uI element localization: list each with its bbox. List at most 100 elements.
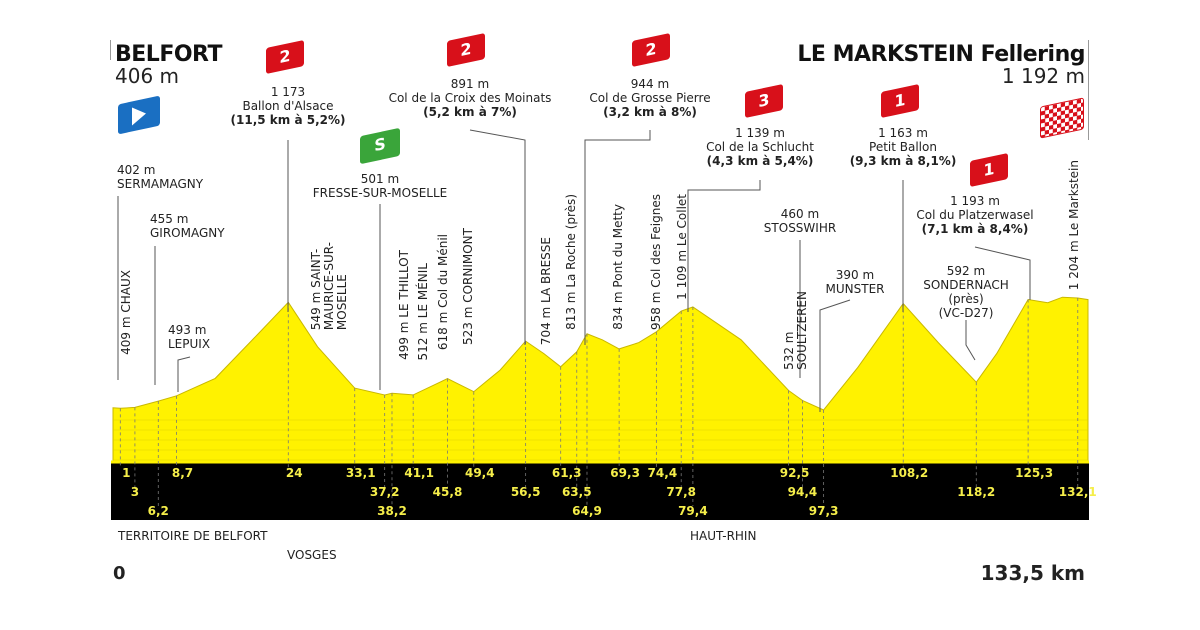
vertical-place-label: 409 m CHAUX (119, 270, 133, 355)
label-line: 512 m LE MÉNIL (416, 262, 430, 360)
finish-city: LE MARKSTEIN Fellering (797, 42, 1085, 67)
km-marker-label: 8,7 (171, 466, 194, 480)
vertical-place-label: 704 m LA BRESSE (539, 237, 553, 345)
label-line: 1 163 m (878, 126, 928, 140)
km-marker-label: 49,4 (464, 466, 495, 480)
start-altitude: 406 m (115, 64, 180, 88)
label-line: Col de Grosse Pierre (589, 91, 711, 105)
label-line: Col du Platzerwasel (916, 208, 1034, 222)
label-line: 501 m (360, 172, 400, 186)
km-marker-label: 125,3 (1015, 466, 1054, 480)
vertical-place-label: 958 m Col des Feignes (649, 194, 663, 330)
label-line: 958 m Col des Feignes (649, 194, 663, 330)
km-marker-label: 38,2 (377, 504, 407, 518)
label-line: (4,3 km à 5,4%) (706, 154, 814, 168)
climb-or-town-label: 1 193 m Col du Platzerwasel (7,1 km à 8,4%… (916, 194, 1033, 236)
km-marker-label: 132,1 (1058, 485, 1097, 499)
km-marker-label: 24 (285, 466, 303, 480)
leader-line (177, 356, 191, 392)
km-marker-label: 79,4 (678, 504, 708, 518)
climb-or-town-label: 455 m GIROMAGNY (150, 212, 225, 240)
label-line: (9,3 km à 8,1%) (849, 154, 957, 168)
label-line: 409 m CHAUX (119, 270, 133, 355)
km-marker-label: 94,4 (787, 485, 818, 499)
label-line: (11,5 km à 5,2%) (230, 113, 346, 127)
label-line: Col de la Schlucht (706, 140, 814, 154)
label-line: 402 m (117, 163, 156, 177)
km-marker-label: 6,2 (147, 504, 169, 518)
label-line: SOULTZEREN (795, 291, 809, 370)
km-marker-label: 33,1 (345, 466, 376, 480)
label-line: MOSELLE (335, 274, 349, 330)
climb-or-town-label: 460 m STOSSWIHR (764, 207, 836, 235)
leader-line (469, 129, 526, 345)
label-line: 1 173 (270, 85, 306, 99)
vertical-place-label: 1 109 m Le Collet (675, 194, 689, 300)
region-vosges: VOSGES (287, 548, 337, 562)
vertical-place-label: 532 m SOULTZEREN (782, 291, 809, 370)
label-line: (près) (948, 292, 984, 306)
label-line: 944 m (630, 77, 670, 91)
label-line: 493 m (168, 323, 207, 337)
km-marker-label: 92,5 (779, 466, 810, 480)
frame-left (110, 40, 111, 60)
km-marker-label: 74,4 (647, 466, 678, 480)
vertical-place-label: 813 m La Roche (près) (564, 194, 578, 330)
km-marker-label: 108,2 (890, 466, 929, 480)
label-line: SERMAMAGNY (117, 177, 204, 191)
label-line: 618 m Col du Ménil (436, 233, 450, 350)
climb-or-town-label: 1 139 m Col de la Schlucht (4,3 km à 5,4%) (706, 126, 814, 168)
label-line: 523 m CORNIMONT (461, 227, 475, 345)
label-line: MUNSTER (825, 282, 885, 296)
km-marker-label: 37,2 (369, 485, 400, 499)
label-line: (3,2 km à 8%) (603, 105, 697, 119)
start-city: BELFORT (115, 42, 223, 67)
label-line: 592 m (946, 264, 986, 278)
region-territoire-de-belfort: TERRITOIRE DE BELFORT (118, 529, 268, 543)
climb-or-town-label: 390 m MUNSTER (826, 268, 885, 296)
vertical-place-label: 1 204 m Le Markstein (1067, 159, 1081, 290)
label-line: 1 193 m (950, 194, 1000, 208)
label-line: 455 m (150, 212, 189, 226)
vertical-place-label: 523 m CORNIMONT (461, 227, 475, 345)
climb-or-town-label: 493 m LEPUIX (168, 323, 210, 351)
km-marker-label: 61,3 (551, 466, 582, 480)
label-line: 390 m (835, 268, 875, 282)
km-start: 0 (113, 563, 126, 584)
frame-right (1088, 40, 1089, 140)
vertical-place-label: 512 m LE MÉNIL (416, 262, 430, 360)
label-line: (5,2 km à 7%) (423, 105, 517, 119)
label-line: SONDERNACH (923, 278, 1009, 292)
km-end: 133,5 km (980, 561, 1085, 585)
km-marker-label: 97,3 (808, 504, 839, 518)
leader-line (965, 320, 976, 361)
km-marker-label: 77,8 (666, 485, 696, 499)
leader-line (819, 299, 851, 412)
climb-or-town-label: 402 m SERMAMAGNY (117, 163, 203, 191)
finish-altitude: 1 192 m (1001, 64, 1085, 88)
km-marker-label: 1 (122, 466, 131, 480)
label-line: 1 139 m (735, 126, 785, 140)
label-line: 1 204 m Le Markstein (1067, 159, 1081, 290)
km-marker-label: 64,9 (572, 504, 602, 518)
climb-or-town-label: 1 173 Ballon d'Alsace (11,5 km à 5,2%) (231, 85, 346, 127)
km-marker-label: 41,1 (404, 466, 434, 480)
label-line: 499 m LE THILLOT (397, 250, 411, 360)
leader-line (687, 180, 761, 312)
label-line: FRESSE-SUR-MOSELLE (312, 186, 448, 200)
label-line: Petit Ballon (869, 140, 937, 154)
vertical-place-label: 834 m Pont du Metty (611, 204, 625, 330)
km-marker-label: 3 (130, 485, 140, 499)
label-line: Ballon d'Alsace (242, 99, 334, 113)
vertical-place-label: 618 m Col du Ménil (436, 233, 450, 350)
leader-line (974, 246, 1031, 300)
label-line: LEPUIX (168, 337, 211, 351)
label-line: (7,1 km à 8,4%) (921, 222, 1029, 236)
climb-or-town-label: 891 m Col de la Croix des Moinats (5,2 km … (389, 77, 552, 119)
label-line: 1 109 m Le Collet (675, 194, 689, 300)
label-line: GIROMAGNY (150, 226, 225, 240)
km-band (111, 462, 1089, 520)
km-marker-label: 118,2 (957, 485, 996, 499)
climb-or-town-label: 501 m FRESSE-SUR-MOSELLE (313, 172, 448, 200)
